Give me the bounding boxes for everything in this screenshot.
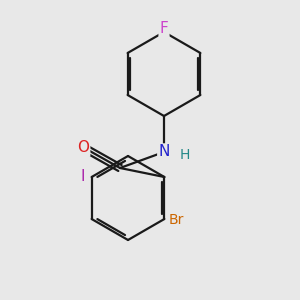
Text: O: O [77,140,89,155]
Text: H: H [180,148,190,162]
Text: Br: Br [169,213,184,227]
Text: I: I [81,169,85,184]
Text: F: F [160,21,168,36]
Text: N: N [158,145,170,160]
